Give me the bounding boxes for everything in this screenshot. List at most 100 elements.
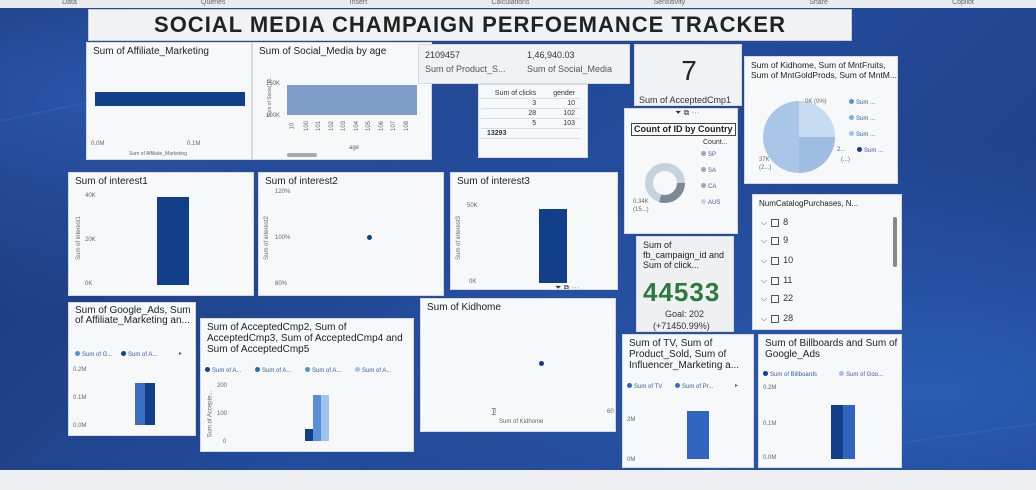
title-text: SOCIAL MEDIA CHAMPAIGN PERFOEMANCE TRACK…	[154, 12, 786, 37]
x-tick: 101	[316, 120, 323, 132]
y-tick: 0.1M	[763, 421, 777, 427]
slicer-item[interactable]: ⌵ 9	[761, 235, 788, 246]
scrollbar[interactable]	[893, 217, 897, 267]
legend-dot-icon	[701, 167, 706, 172]
donut-slice[interactable]	[645, 163, 685, 203]
x-tick: 102	[328, 120, 335, 132]
y-tick: 20K	[85, 237, 96, 243]
slicer-item-label: 22	[783, 293, 794, 303]
slice-label: (2...)	[759, 165, 772, 171]
affiliate-chart[interactable]: Sum of Affiliate_Marketing 0.0M 0.1M Sum…	[86, 42, 252, 160]
checkbox[interactable]	[771, 218, 780, 227]
chart-title: Sum of Billboards and Sum of Google_Ads	[765, 338, 898, 360]
x-tick: 100	[303, 120, 310, 132]
slicer-item-label: 28	[783, 313, 794, 323]
data-point[interactable]	[539, 361, 544, 366]
visual-header-icons[interactable]: ⏷ ⧉ ⋯	[675, 108, 700, 117]
kidhome-scatter-chart[interactable]: Sum of Kidhome 0 60 Sum of Kidhome ⌶	[420, 298, 616, 432]
visual-header-icons[interactable]: ⏷ ⧉ ⋯	[555, 283, 580, 290]
interest1-chart[interactable]: Sum of interest1 40K 20K 0K Sum of inter…	[68, 172, 254, 296]
legend-next-icon[interactable]: ▸	[179, 351, 183, 357]
chevron-down-icon[interactable]: ⌵	[761, 314, 768, 323]
chart-title: Sum of Google_Ads, Sum of Affiliate_Mark…	[75, 305, 191, 326]
chevron-down-icon[interactable]: ⌵	[761, 218, 768, 227]
checkbox[interactable]	[771, 256, 780, 265]
slicer-item[interactable]: ⌵ 8	[761, 217, 788, 228]
cursor-icon: ⌶	[491, 407, 497, 417]
scrollbar[interactable]	[287, 153, 317, 157]
slicer-item[interactable]: ⌵ 28	[761, 313, 793, 324]
accepted-cmp-chart[interactable]: Sum of AcceptedCmp2, Sum of AcceptedCmp3…	[200, 318, 414, 452]
x-tick: 0.0M	[91, 141, 105, 147]
bar[interactable]	[313, 395, 321, 441]
legend-dot-icon	[121, 351, 126, 356]
table-header: Sum of clicks gender	[481, 89, 581, 99]
ribbon-item[interactable]: Copilot	[952, 0, 974, 6]
bar[interactable]	[687, 411, 709, 459]
bar[interactable]	[145, 383, 155, 425]
google-ads-chart[interactable]: Sum of Google_Ads, Sum of Affiliate_Mark…	[68, 302, 196, 436]
legend-label: Sum ...	[864, 148, 884, 154]
dashboard-title: SOCIAL MEDIA CHAMPAIGN PERFOEMANCE TRACK…	[88, 9, 852, 41]
pie-slice[interactable]	[799, 137, 835, 173]
slicer-item[interactable]: ⌵ 22	[761, 293, 793, 304]
slice-label: 2...	[837, 147, 846, 153]
kidhome-pie-chart[interactable]: Sum of Kidhome, Sum of MntFruits, Sum of…	[744, 56, 898, 184]
country-donut-chart[interactable]: ⏷ ⧉ ⋯ Count of ID by Country Count... SP…	[624, 108, 738, 234]
bar[interactable]	[321, 395, 329, 441]
bar[interactable]	[831, 405, 843, 459]
slicer-item[interactable]: ⌵ 10	[761, 255, 793, 266]
interest3-chart[interactable]: Sum of interest3 50K 0K Sum of interest3…	[450, 172, 618, 290]
y-tick: 100	[217, 411, 228, 417]
kpi-cards: 2109457 Sum of Product_S... 1,46,940.03 …	[418, 44, 630, 84]
x-tick: 108	[403, 120, 410, 132]
table-row: 3 10	[481, 98, 581, 109]
legend-next-icon[interactable]: ▸	[735, 383, 739, 389]
bar[interactable]	[539, 209, 567, 283]
chevron-down-icon[interactable]: ⌵	[761, 276, 768, 285]
ribbon-item[interactable]: Sensitivity	[653, 0, 686, 6]
x-tick: 103	[341, 120, 348, 132]
column-header[interactable]: gender	[542, 89, 581, 99]
ribbon-item[interactable]: Share	[809, 0, 828, 6]
slicer-item[interactable]: ⌵ 11	[761, 275, 792, 286]
chevron-down-icon[interactable]: ⌵	[761, 294, 768, 303]
cell: 10	[542, 98, 581, 109]
donut[interactable]	[643, 161, 687, 205]
checkbox[interactable]	[771, 276, 780, 285]
slice-label: (15...)	[633, 207, 649, 213]
column-header[interactable]: Sum of clicks	[481, 89, 543, 99]
y-tick: 120%	[275, 189, 291, 195]
x-tick: 0	[493, 409, 497, 415]
checkbox[interactable]	[771, 236, 780, 245]
legend-dot-icon	[675, 383, 680, 388]
checkbox[interactable]	[771, 294, 780, 303]
ribbon-item[interactable]: Queries	[201, 0, 226, 6]
bar[interactable]	[135, 383, 145, 425]
social-by-age-chart[interactable]: Sum of Social_Media by age Sum of Social…	[252, 42, 432, 160]
slicer-item-label: 9	[783, 235, 789, 245]
bar[interactable]	[95, 92, 245, 106]
slicer-item-label: 8	[783, 217, 789, 227]
data-point[interactable]	[367, 235, 372, 240]
tv-chart[interactable]: Sum of TV, Sum of Product_Sold, Sum of I…	[622, 334, 754, 468]
bar[interactable]	[287, 85, 417, 115]
pie-slice[interactable]	[799, 101, 835, 137]
ribbon-item[interactable]: Insert	[349, 0, 368, 6]
clicks-by-gender-table[interactable]: Sum of clicks gender 3 10 28 102 5 103 13293	[478, 84, 588, 158]
ribbon-item[interactable]: Data	[62, 0, 77, 6]
checkbox[interactable]	[771, 314, 780, 323]
bar[interactable]	[305, 429, 313, 441]
catalog-purchases-slicer[interactable]: NumCatalogPurchases, N... ⌵ 8 ⌵ 9 ⌵ 10 ⌵ 11 …	[752, 194, 902, 330]
interest2-chart[interactable]: Sum of interest2 120% 100% 80% Sum of in…	[258, 172, 444, 296]
pie[interactable]	[759, 97, 839, 177]
bar[interactable]	[157, 197, 189, 285]
chevron-down-icon[interactable]: ⌵	[761, 236, 768, 245]
ribbon-item[interactable]: Calculations	[491, 0, 530, 6]
bar[interactable]	[843, 405, 855, 459]
chevron-down-icon[interactable]: ⌵	[761, 256, 768, 265]
product-sold-label: Sum of Product_S...	[425, 64, 506, 74]
billboards-chart[interactable]: Sum of Billboards and Sum of Google_Ads …	[758, 334, 902, 468]
bottom-bar	[0, 470, 1036, 490]
legend-dot-icon	[849, 115, 854, 120]
